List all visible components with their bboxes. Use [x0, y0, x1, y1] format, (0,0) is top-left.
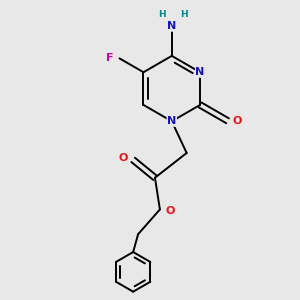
Text: O: O	[233, 116, 242, 126]
Text: O: O	[118, 153, 128, 163]
Text: N: N	[167, 21, 176, 31]
Text: F: F	[106, 53, 113, 63]
Text: N: N	[167, 116, 176, 126]
Text: H: H	[180, 10, 188, 19]
Text: H: H	[158, 10, 166, 19]
Text: O: O	[165, 206, 175, 216]
Text: N: N	[196, 67, 205, 77]
